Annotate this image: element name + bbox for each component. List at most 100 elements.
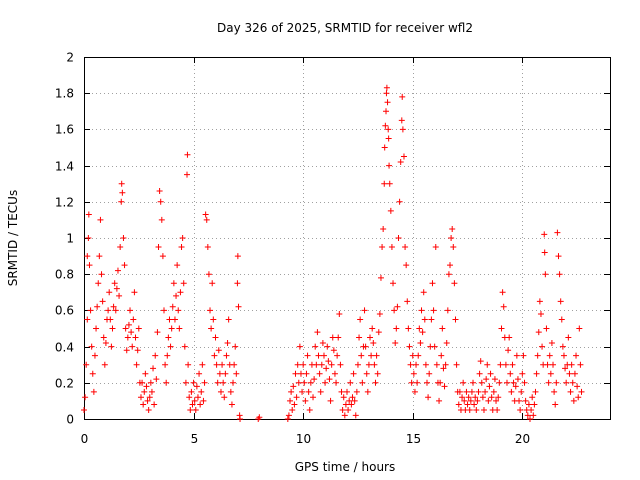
data-point bbox=[142, 370, 149, 377]
data-point bbox=[148, 388, 155, 395]
data-point bbox=[372, 379, 379, 386]
data-point bbox=[224, 339, 231, 346]
data-point bbox=[199, 361, 206, 368]
data-point bbox=[376, 311, 383, 318]
data-point bbox=[121, 262, 128, 269]
data-point bbox=[315, 352, 322, 359]
data-point bbox=[85, 211, 92, 218]
data-point bbox=[164, 352, 171, 359]
data-point bbox=[302, 397, 309, 404]
y-axis-label: SRMTID / TECUs bbox=[6, 190, 20, 286]
data-point bbox=[320, 352, 327, 359]
data-point bbox=[413, 361, 420, 368]
data-point bbox=[305, 388, 312, 395]
data-point bbox=[365, 361, 372, 368]
data-point bbox=[188, 388, 195, 395]
data-point bbox=[417, 339, 424, 346]
data-point bbox=[156, 187, 163, 194]
data-point bbox=[117, 244, 124, 251]
data-point bbox=[574, 383, 581, 390]
data-point bbox=[182, 379, 189, 386]
data-point bbox=[346, 397, 353, 404]
data-point bbox=[553, 379, 560, 386]
data-point bbox=[135, 325, 142, 332]
x-axis-label: GPS time / hours bbox=[295, 460, 396, 474]
data-point bbox=[231, 361, 238, 368]
data-point bbox=[529, 394, 536, 401]
data-point bbox=[237, 416, 244, 422]
data-point bbox=[336, 311, 343, 318]
data-point bbox=[113, 285, 120, 292]
data-point bbox=[426, 370, 433, 377]
data-point bbox=[223, 352, 230, 359]
data-point bbox=[494, 406, 501, 413]
data-point bbox=[495, 394, 502, 401]
data-point bbox=[546, 352, 553, 359]
data-point bbox=[396, 198, 403, 205]
data-point bbox=[379, 244, 386, 251]
data-point bbox=[212, 334, 219, 341]
data-point bbox=[327, 397, 334, 404]
data-point bbox=[397, 158, 404, 165]
data-point bbox=[373, 352, 380, 359]
data-point bbox=[160, 307, 167, 314]
data-point bbox=[542, 271, 549, 278]
data-point bbox=[554, 229, 561, 236]
data-point bbox=[200, 397, 207, 404]
data-point bbox=[480, 406, 487, 413]
data-point bbox=[383, 84, 390, 91]
data-point bbox=[84, 316, 91, 323]
data-point bbox=[187, 406, 194, 413]
data-point bbox=[209, 280, 216, 287]
data-point bbox=[415, 352, 422, 359]
data-point bbox=[486, 383, 493, 390]
data-point bbox=[114, 267, 121, 274]
data-point bbox=[383, 108, 390, 115]
data-point bbox=[571, 370, 578, 377]
data-point bbox=[381, 180, 388, 187]
data-point bbox=[558, 316, 565, 323]
data-point bbox=[337, 361, 344, 368]
data-point bbox=[453, 361, 460, 368]
data-point bbox=[518, 388, 525, 395]
data-point bbox=[368, 352, 375, 359]
data-point bbox=[208, 325, 215, 332]
data-point bbox=[568, 361, 575, 368]
data-point bbox=[499, 289, 506, 296]
data-point bbox=[350, 370, 357, 377]
data-point bbox=[441, 383, 448, 390]
data-point bbox=[349, 394, 356, 401]
data-point bbox=[539, 343, 546, 350]
data-point bbox=[459, 394, 466, 401]
y-tick-label: 1.8 bbox=[55, 87, 74, 101]
data-point bbox=[351, 397, 358, 404]
x-tick-label: 10 bbox=[296, 432, 311, 446]
data-point bbox=[88, 343, 95, 350]
data-point bbox=[191, 397, 198, 404]
data-point bbox=[521, 379, 528, 386]
data-point bbox=[215, 347, 222, 354]
data-point bbox=[488, 394, 495, 401]
data-point bbox=[472, 394, 479, 401]
data-point bbox=[345, 406, 352, 413]
data-point bbox=[425, 394, 432, 401]
data-point bbox=[460, 379, 467, 386]
data-point bbox=[306, 406, 313, 413]
data-point bbox=[402, 244, 409, 251]
data-point bbox=[348, 401, 355, 408]
data-point bbox=[159, 253, 166, 260]
data-point bbox=[311, 376, 318, 383]
data-point bbox=[545, 379, 552, 386]
data-point bbox=[179, 235, 186, 241]
data-point bbox=[174, 262, 181, 269]
data-point bbox=[490, 388, 497, 395]
data-point bbox=[297, 370, 304, 377]
data-point bbox=[485, 397, 492, 404]
data-point bbox=[87, 307, 94, 314]
data-point bbox=[124, 334, 131, 341]
data-point bbox=[326, 376, 333, 383]
data-point bbox=[339, 406, 346, 413]
data-point bbox=[475, 388, 482, 395]
data-point bbox=[577, 361, 584, 368]
data-point bbox=[395, 235, 402, 241]
